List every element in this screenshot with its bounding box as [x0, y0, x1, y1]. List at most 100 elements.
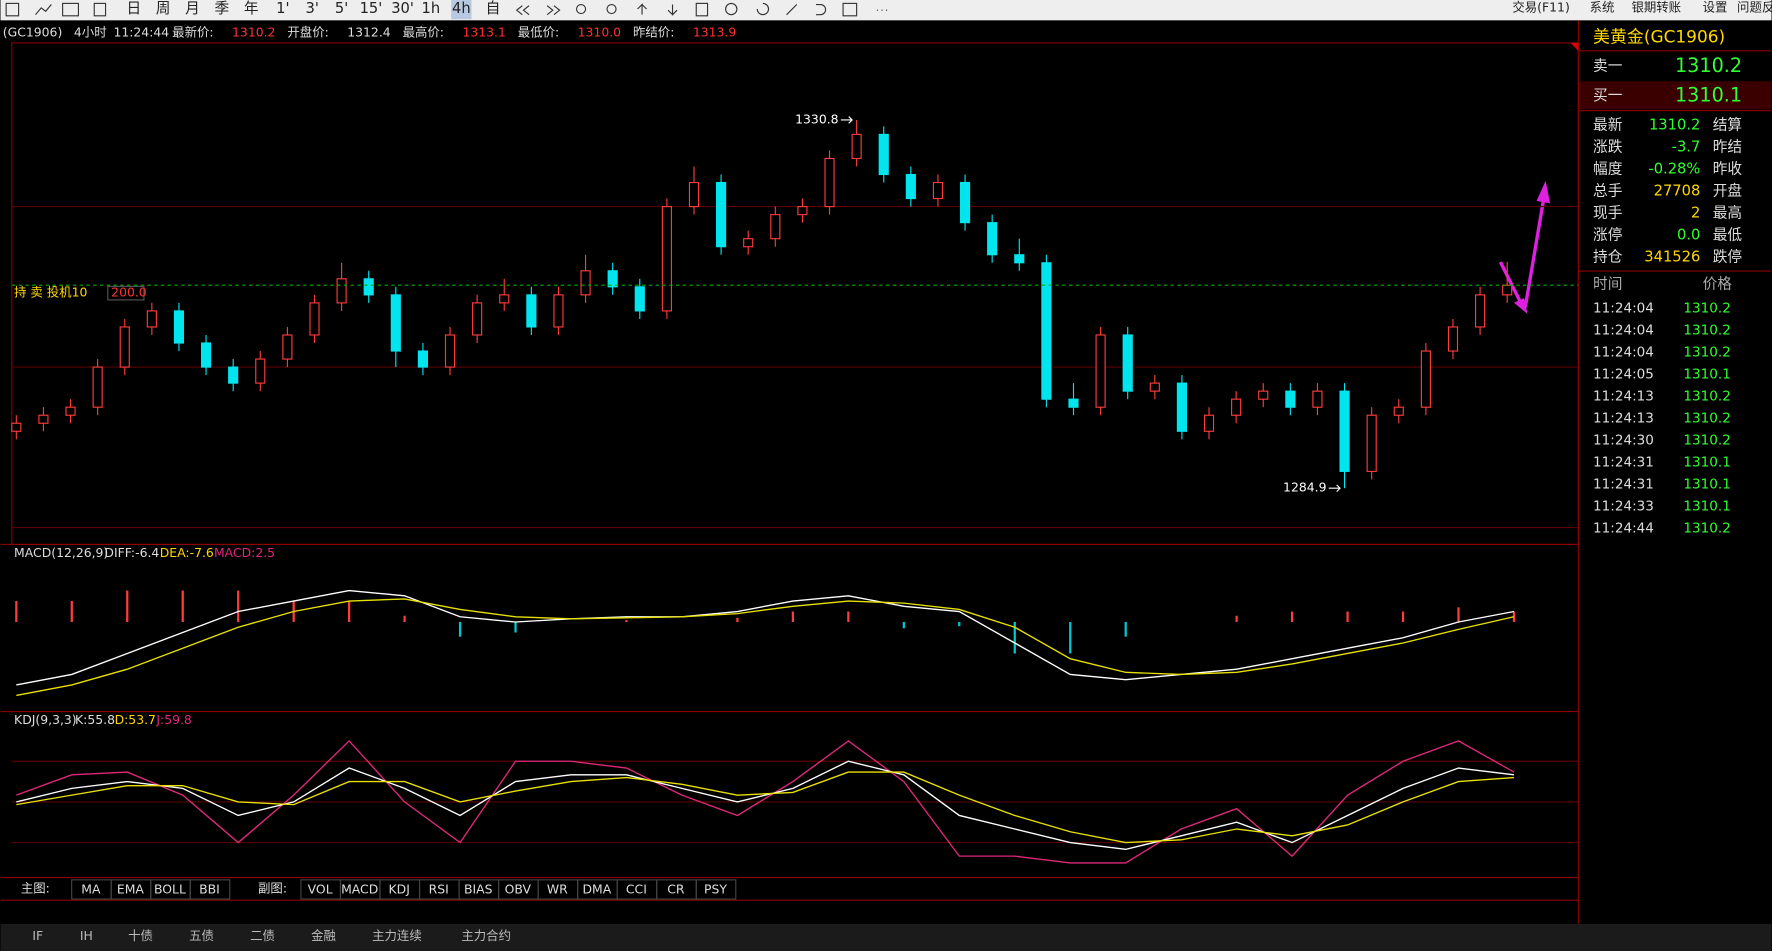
indicator-button[interactable]: EMA [117, 882, 145, 897]
candle-body [526, 294, 537, 328]
tick-time: 11:24:13 [1593, 410, 1654, 426]
quote-label: 总手 [1593, 182, 1622, 199]
tick-time: 11:24:31 [1593, 455, 1654, 471]
menu-item[interactable]: 系统 [1590, 0, 1615, 14]
button-frame [189, 879, 231, 900]
indicator-button[interactable]: MA [81, 882, 101, 897]
indicator-button[interactable]: CCI [626, 882, 647, 897]
quote-label: 持仓 [1593, 249, 1623, 266]
macd-diff: DIFF:-6.4 [104, 545, 159, 560]
period: 4小时 [74, 24, 107, 39]
candle-body [607, 270, 618, 288]
tick-price: 1310.2 [1683, 388, 1730, 404]
field-value: 1312.4 [347, 24, 391, 39]
tick-price: 1310.2 [1683, 410, 1730, 426]
tick-time: 11:24:05 [1593, 366, 1654, 382]
period-button[interactable]: 周 [156, 0, 171, 17]
candle-body [255, 358, 266, 384]
candle-body [987, 222, 998, 256]
candle-body [1502, 284, 1513, 296]
indicator-button[interactable]: CR [667, 882, 685, 897]
quote-value: 0.0 [1677, 226, 1700, 243]
buy-price: 1310.1 [1675, 84, 1742, 107]
tick-time: 11:24:30 [1593, 432, 1654, 448]
kdj-j: J:59.8 [155, 712, 192, 727]
period-button[interactable]: 年 [244, 0, 259, 17]
candle-body [1095, 334, 1106, 408]
indicator-button[interactable]: VOL [308, 882, 333, 897]
period-button[interactable]: 4h [452, 0, 471, 17]
candle-body [363, 278, 374, 296]
candle-body [851, 133, 862, 160]
indicator-button[interactable]: BOLL [154, 882, 186, 897]
menu-item[interactable]: 设置 [1703, 0, 1728, 14]
indicator-button[interactable]: BIAS [464, 882, 493, 897]
indicator-button[interactable]: MACD [341, 882, 378, 897]
period-button[interactable]: 1' [276, 0, 289, 17]
candle-body [1176, 382, 1187, 432]
candle-body [634, 286, 645, 312]
quote-value: -0.28% [1648, 160, 1700, 177]
period-button[interactable]: 自 [486, 0, 501, 17]
quote-label: 幅度 [1593, 160, 1623, 177]
field-value: 1313.1 [462, 24, 505, 39]
period-button[interactable]: 季 [215, 0, 230, 17]
quote-value: -3.7 [1672, 138, 1701, 155]
candle-body [878, 133, 889, 176]
period-button[interactable]: 15' [360, 0, 383, 17]
candle-body [1149, 382, 1160, 392]
period-button[interactable]: 日 [126, 0, 141, 17]
tab[interactable]: 五债 [189, 928, 214, 943]
period-button[interactable]: 5' [335, 0, 348, 17]
tab[interactable]: 金融 [311, 928, 336, 943]
tab[interactable]: 主力连续 [372, 928, 422, 943]
tick-price: 1310.1 [1683, 366, 1730, 382]
indicator-button[interactable]: KDJ [389, 882, 410, 897]
button-frame [695, 879, 737, 900]
period-button[interactable]: 3' [306, 0, 319, 17]
indicator-button[interactable]: RSI [429, 882, 449, 897]
indicator-button[interactable]: BBI [199, 882, 220, 897]
menu-item[interactable]: 交易(F11) [1512, 0, 1569, 14]
tab[interactable]: 主力合约 [461, 928, 511, 943]
quote-label: 昨结 [1713, 138, 1742, 155]
tick-price: 1310.2 [1683, 344, 1730, 360]
macd-value: MACD:2.5 [214, 545, 275, 560]
indicator-button[interactable]: OBV [505, 882, 532, 897]
period-button[interactable]: 1h [422, 0, 441, 17]
symbol: (GC1906) [3, 24, 63, 39]
candle-body [1203, 414, 1215, 432]
quote-label: 最低 [1713, 226, 1743, 243]
tab[interactable]: IH [80, 928, 93, 943]
position-amount: 200.0 [111, 285, 147, 300]
candle-body [1366, 414, 1377, 472]
indicator-button[interactable]: DMA [582, 882, 611, 897]
quote-label: 昨收 [1713, 160, 1743, 177]
candle-body [661, 206, 672, 312]
tick-price: 1310.2 [1683, 322, 1730, 338]
period-button[interactable]: 月 [185, 0, 200, 17]
candle-body [11, 422, 22, 432]
candle-body [1339, 390, 1350, 472]
menu-item[interactable]: 银期转账 [1631, 0, 1681, 14]
quote-label: 涨跌 [1593, 138, 1623, 155]
tab[interactable]: 二债 [250, 928, 275, 943]
indicator-button[interactable]: WR [547, 882, 568, 897]
indicator-button[interactable]: PSY [704, 882, 727, 897]
quote-value: 27708 [1654, 182, 1701, 199]
position-box [107, 285, 145, 301]
field-value: 1310.2 [232, 24, 275, 39]
tab[interactable]: IF [32, 928, 43, 943]
candle-body [1258, 390, 1269, 400]
tick-price: 1310.1 [1683, 455, 1730, 471]
tick-time: 11:24:04 [1593, 322, 1654, 338]
menu-item[interactable]: 问题反 [1737, 0, 1772, 14]
period-button[interactable]: 30' [391, 0, 414, 17]
tab[interactable]: 十债 [128, 928, 153, 943]
candle-body [417, 350, 429, 368]
field-label: 开盘价: [287, 24, 328, 39]
quote-value: 1310.2 [1649, 116, 1700, 133]
sell-price: 1310.2 [1675, 54, 1742, 77]
